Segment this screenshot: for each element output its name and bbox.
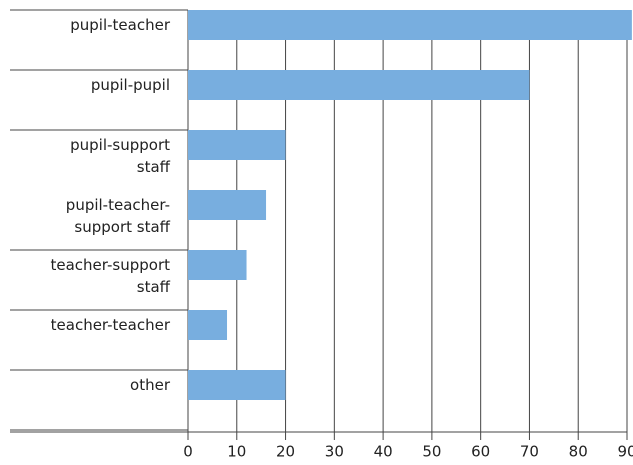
- y-tick-label: teacher-support staff: [50, 256, 171, 296]
- bar: [188, 10, 632, 40]
- x-tick-label: 50: [422, 443, 441, 461]
- x-tick-label: 60: [471, 443, 490, 461]
- bar: [188, 130, 286, 160]
- x-tick-label: 80: [569, 443, 588, 461]
- bar: [188, 190, 267, 220]
- y-tick-label: other: [130, 376, 170, 394]
- x-tick-label: 10: [227, 443, 246, 461]
- bar: [188, 250, 247, 280]
- x-tick-label: 20: [276, 443, 295, 461]
- y-tick-label: pupil-teacher: [70, 16, 170, 34]
- x-tick-label: 40: [374, 443, 393, 461]
- x-tick-label: 30: [325, 443, 344, 461]
- y-tick-label: pupil-pupil: [90, 76, 170, 94]
- y-tick-label: pupil-teacher-support staff: [65, 196, 170, 236]
- y-tick-label: pupil-support staff: [70, 136, 170, 176]
- bar: [188, 370, 286, 400]
- bar: [188, 70, 530, 100]
- bar: [188, 310, 228, 340]
- x-tick-label: 70: [520, 443, 539, 461]
- x-tick-label: 0: [183, 443, 193, 461]
- x-tick-label: 90: [617, 443, 633, 461]
- y-tick-label: teacher-teacher: [50, 316, 170, 334]
